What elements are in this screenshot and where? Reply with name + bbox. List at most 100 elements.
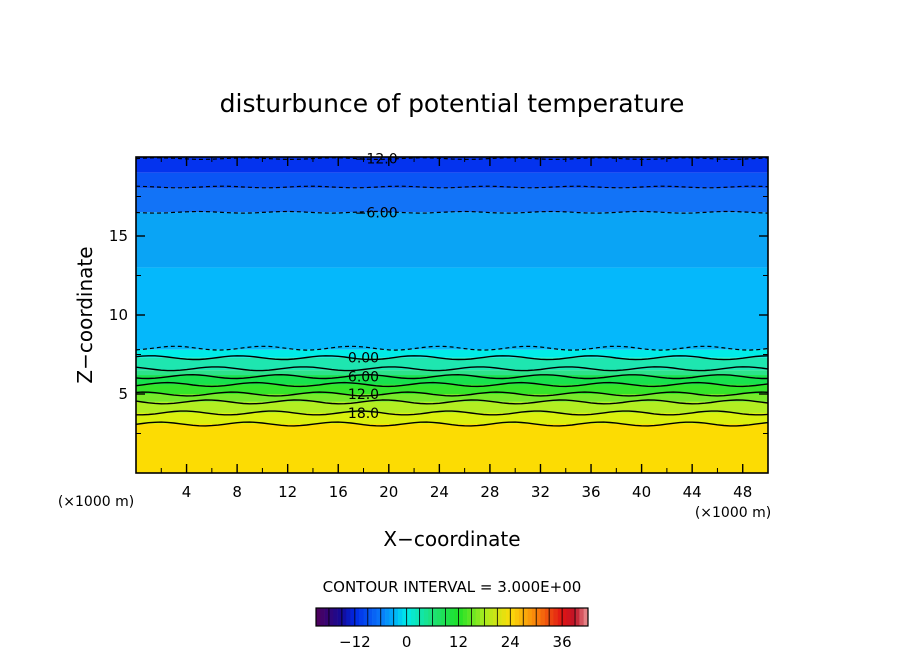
colorbar-tick-label: 12: [449, 633, 468, 651]
colorbar-cell: [518, 608, 524, 626]
x-tick-label: 40: [632, 483, 651, 501]
band-10: [136, 394, 768, 402]
band-3: [136, 212, 768, 268]
colorbar-cell: [484, 608, 489, 626]
colorbar-cell: [441, 608, 446, 626]
x-tick-label: 44: [683, 483, 702, 501]
contour-line-2: [136, 210, 768, 214]
colorbar-cell: [557, 608, 563, 626]
chart-title: disturbunce of potential temperature: [220, 89, 685, 118]
colorbar-cell: [337, 608, 343, 626]
filled-bands: [136, 157, 768, 473]
colorbar-cell: [544, 608, 550, 626]
x-tick-label: 28: [480, 483, 499, 501]
colorbar: [315, 607, 589, 627]
colorbar-cell: [398, 608, 403, 626]
colorbar-cell: [415, 608, 420, 626]
x-tick-label: 36: [581, 483, 600, 501]
colorbar-tick-label: 0: [402, 633, 412, 651]
colorbar-tick-label: 36: [553, 633, 572, 651]
colorbar-cell: [449, 608, 455, 626]
colorbar-cell: [432, 608, 438, 626]
colorbar-cell: [367, 608, 373, 626]
colorbar-cell: [333, 608, 338, 626]
colorbar-cell: [566, 608, 572, 626]
contour-line-5: [136, 366, 768, 372]
colorbar-cell: [549, 608, 554, 626]
contour-line-11: [136, 421, 768, 427]
x-tick-label: 20: [379, 483, 398, 501]
band-5: [136, 349, 768, 358]
colorbar-cell: [579, 608, 584, 626]
colorbar-cell: [488, 608, 494, 626]
colorbar-cell: [493, 608, 498, 626]
colorbar-cell: [536, 608, 541, 626]
colorbar-cell: [372, 608, 377, 626]
colorbar-frame: [315, 607, 589, 627]
colorbar-cell: [436, 608, 442, 626]
contour-label-0: −12.0: [355, 152, 398, 168]
colorbar-cell: [419, 608, 425, 626]
y-axis-title: Z−coordinate: [73, 246, 97, 383]
x-axis-title: X−coordinate: [383, 527, 520, 551]
colorbar-cell: [328, 608, 334, 626]
colorbar-cell: [324, 608, 330, 626]
colorbar-cell: [316, 608, 321, 626]
colorbar-cell: [514, 608, 520, 626]
colorbar-cell: [385, 608, 390, 626]
y-tick-label: 15: [109, 227, 128, 245]
colorbar-cell: [462, 608, 468, 626]
colorbar-cell: [527, 608, 533, 626]
colorbar-cell: [583, 608, 589, 626]
y-tick-label: 5: [118, 385, 128, 403]
colorbar-cell: [406, 608, 412, 626]
y-axis-unit: (×1000 m): [58, 494, 134, 510]
x-tick-label: 12: [278, 483, 297, 501]
contour-label-10: 18.0: [348, 406, 379, 422]
x-tick-label: 16: [329, 483, 348, 501]
band-13: [136, 424, 768, 473]
contour-line-4: [136, 355, 768, 361]
band-12: [136, 412, 768, 425]
colorbar-tick-label: −12: [339, 633, 371, 651]
contour-line-3: [136, 345, 768, 351]
x-tick-label: 48: [733, 483, 752, 501]
contour-lines: [136, 157, 768, 427]
contour-line-7: [136, 381, 768, 388]
colorbar-cell: [346, 608, 351, 626]
band-4: [136, 267, 768, 350]
band-8: [136, 375, 768, 385]
y-axis-ticks: 5 10 15: [109, 196, 768, 434]
x-tick-label: 4: [182, 483, 192, 501]
colorbar-cell: [497, 608, 502, 626]
band-9: [136, 384, 768, 394]
contour-label-8: 12.0: [348, 387, 379, 403]
colorbar-tick-label: 24: [501, 633, 520, 651]
x-tick-label: 24: [430, 483, 449, 501]
colorbar-cell: [458, 608, 464, 626]
colorbar-cell: [471, 608, 477, 626]
contour-line-1: [136, 185, 768, 189]
x-axis-ticks: 4 8 12 16 20 24 28 32 36 40 44 48: [160, 157, 752, 501]
colorbar-cell: [475, 608, 481, 626]
colorbar-cell: [575, 608, 580, 626]
colorbar-cell: [480, 608, 485, 626]
band-2: [136, 188, 768, 213]
colorbar-cell: [523, 608, 528, 626]
contour-label-2: −6.00: [355, 205, 398, 221]
contour-label-6: 6.00: [348, 370, 379, 386]
colorbar-cell: [380, 608, 386, 626]
colorbar-cell: [376, 608, 382, 626]
colorbar-cell: [320, 608, 325, 626]
colorbar-cell: [354, 608, 360, 626]
colorbar-cell: [341, 608, 347, 626]
colorbar-cell: [350, 608, 356, 626]
colorbar-cell: [562, 608, 567, 626]
colorbar-cell: [505, 608, 511, 626]
x-tick-label: 8: [232, 483, 242, 501]
colorbar-cell: [389, 608, 395, 626]
band-1: [136, 172, 768, 189]
colorbar-cell: [510, 608, 515, 626]
